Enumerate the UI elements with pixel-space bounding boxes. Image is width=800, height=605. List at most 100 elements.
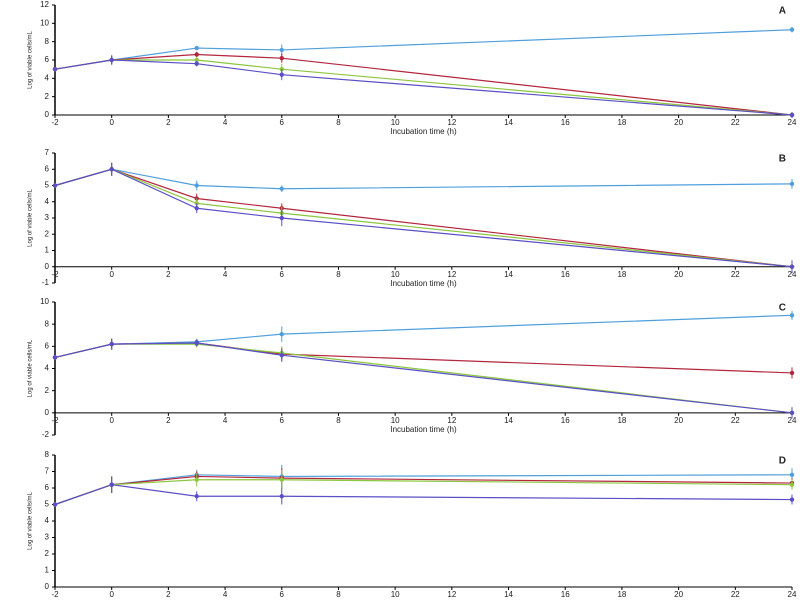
y-tick-label: 2	[45, 229, 50, 238]
x-tick-label: 2	[166, 118, 171, 127]
y-tick-label: 2	[45, 92, 50, 101]
series-line	[54, 484, 793, 506]
x-tick-label: 2	[166, 416, 171, 425]
y-tick-label: 0	[45, 262, 50, 271]
x-tick-label: 10	[391, 118, 400, 127]
y-tick-label: 0	[45, 582, 50, 591]
y-tick-label: 7	[45, 467, 50, 476]
x-tick-label: 18	[617, 270, 626, 279]
data-point	[279, 72, 284, 77]
data-point	[789, 482, 795, 487]
data-point	[789, 27, 795, 32]
y-tick-label: 6	[45, 164, 50, 173]
y-tick-label: 10	[40, 297, 49, 306]
y-tick-label: 0	[45, 408, 50, 417]
y-tick-label: 2	[45, 549, 50, 558]
y-tick-label: 5	[45, 181, 50, 190]
data-point	[279, 353, 284, 358]
y-axis-label: Log of viable cells/mL	[28, 188, 34, 246]
x-tick-label: 0	[109, 590, 114, 599]
panel-title: D	[779, 456, 786, 467]
series-line	[54, 168, 793, 190]
x-tick-label: 8	[336, 416, 341, 425]
data-point	[194, 340, 199, 346]
x-tick-label: 10	[391, 270, 400, 279]
series-line	[54, 342, 793, 374]
x-tick-label: 6	[280, 590, 285, 599]
x-tick-label: 24	[788, 590, 797, 599]
data-point	[194, 52, 199, 57]
x-tick-label: 0	[109, 270, 114, 279]
x-tick-label: 22	[731, 270, 740, 279]
x-tick-label: 8	[336, 118, 341, 127]
data-point	[279, 331, 284, 337]
x-tick-label: 4	[223, 118, 228, 127]
data-point	[279, 477, 284, 482]
x-tick-label: 16	[561, 590, 570, 599]
x-tick-label: 4	[223, 590, 228, 599]
y-tick-label: -1	[42, 278, 50, 287]
data-point	[789, 472, 795, 477]
y-tick-label: 4	[45, 73, 50, 82]
x-tick-label: 8	[336, 270, 341, 279]
data-point	[789, 410, 795, 416]
x-tick-label: 22	[731, 590, 740, 599]
panel-title: A	[779, 6, 786, 17]
data-point	[789, 313, 795, 318]
x-axis-label: Incubation time (h)	[390, 425, 457, 434]
data-point	[279, 55, 284, 61]
data-point	[279, 494, 284, 499]
y-tick-label: 3	[45, 213, 50, 222]
data-point	[194, 494, 199, 499]
panel-title: C	[779, 303, 786, 314]
x-tick-label: 14	[504, 118, 513, 127]
x-tick-label: 16	[561, 416, 570, 425]
x-tick-label: 12	[447, 416, 456, 425]
y-tick-label: 1	[45, 566, 50, 575]
series-line	[54, 343, 793, 414]
data-point	[789, 112, 795, 118]
y-axis-label: Log of viable cells/mL	[28, 339, 34, 397]
x-tick-label: 20	[674, 118, 683, 127]
x-tick-label: 18	[617, 118, 626, 127]
x-tick-label: 4	[223, 416, 228, 425]
data-point	[52, 355, 58, 360]
data-point	[109, 57, 114, 63]
y-tick-label: 7	[45, 148, 50, 157]
series-line	[54, 59, 793, 116]
series-line	[54, 168, 793, 268]
x-tick-label: 14	[504, 590, 513, 599]
x-tick-label: 20	[674, 416, 683, 425]
data-point	[789, 370, 795, 376]
x-tick-label: 16	[561, 270, 570, 279]
y-tick-label: 12	[40, 0, 49, 9]
x-tick-label: 6	[280, 118, 285, 127]
x-tick-label: 16	[561, 118, 570, 127]
x-tick-label: 2	[166, 590, 171, 599]
data-point	[194, 206, 199, 211]
y-tick-label: 6	[45, 483, 50, 492]
data-point	[194, 183, 199, 188]
y-tick-label: 3	[45, 533, 50, 542]
x-tick-label: 10	[391, 590, 400, 599]
data-point	[789, 181, 795, 187]
x-tick-label: 24	[788, 416, 797, 425]
y-axis-label: Log of viable cells/mL	[28, 491, 34, 549]
x-tick-label: 6	[280, 416, 285, 425]
x-tick-label: -2	[51, 590, 59, 599]
y-tick-label: 6	[45, 55, 50, 64]
data-point	[109, 167, 114, 172]
series-line	[54, 314, 793, 359]
data-point	[789, 497, 795, 502]
y-tick-label: 8	[45, 319, 50, 328]
data-point	[279, 47, 284, 53]
y-tick-label: 10	[40, 18, 49, 27]
series-line	[54, 168, 793, 268]
y-tick-label: 2	[45, 386, 50, 395]
x-tick-label: 4	[223, 270, 228, 279]
series-line	[54, 168, 793, 268]
data-point	[194, 477, 199, 482]
x-tick-label: -2	[51, 416, 59, 425]
x-tick-label: 22	[731, 118, 740, 127]
